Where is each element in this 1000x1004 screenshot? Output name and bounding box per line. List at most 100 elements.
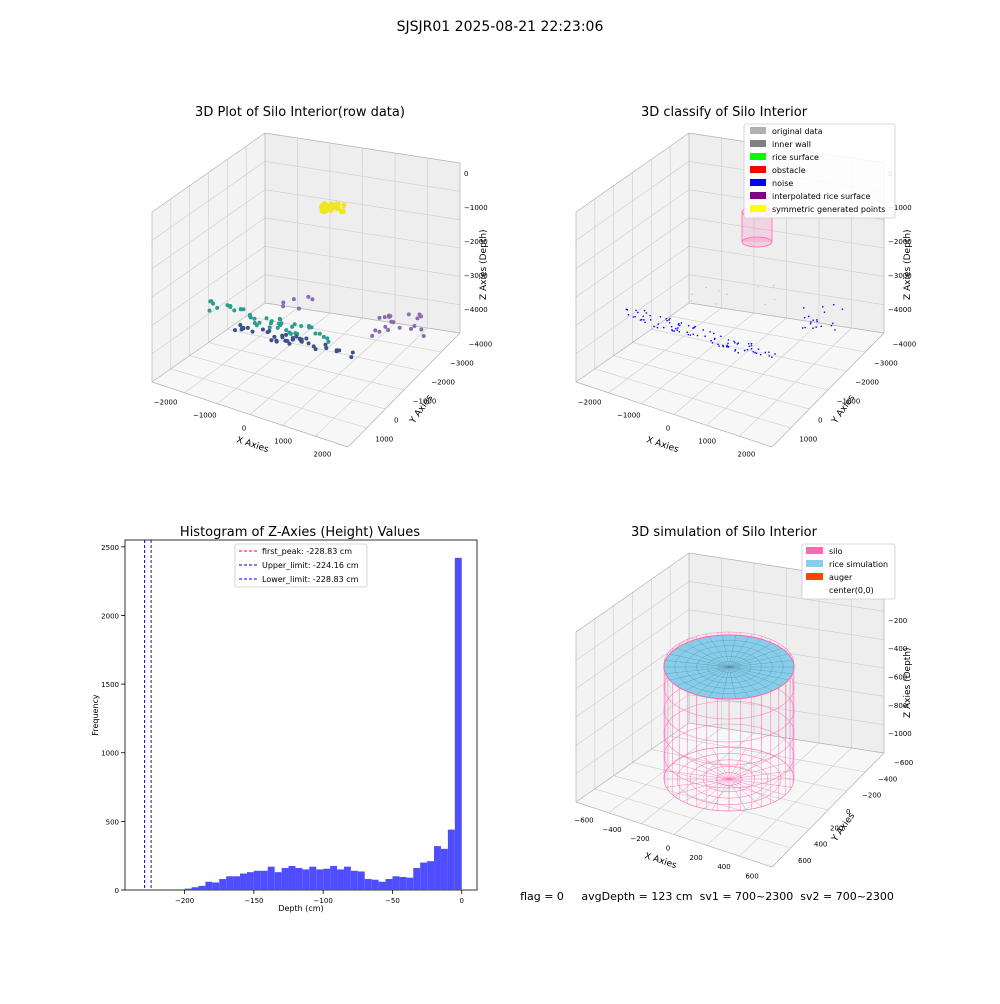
- rice-mesh: [722, 635, 730, 668]
- noise-point: [692, 333, 695, 335]
- wall-point: [207, 308, 212, 313]
- legend-swatch: [750, 205, 766, 212]
- y-tick-label: 1500: [101, 681, 119, 689]
- status-line: flag = 0 avgDepth = 123 cm sv1 = 700~230…: [520, 890, 894, 903]
- box-edge: [264, 132, 461, 164]
- rice-mesh: [685, 666, 730, 691]
- noise-point: [737, 352, 739, 354]
- hist-bar: [267, 866, 275, 890]
- surface-point: [341, 203, 347, 209]
- surface-point: [336, 201, 341, 207]
- wall-point: [406, 312, 411, 317]
- hist-bar: [309, 866, 317, 890]
- legend-swatch: [806, 573, 823, 580]
- hist-bar: [364, 879, 372, 890]
- wall-point: [287, 341, 292, 346]
- y-tick-label: 400: [814, 841, 827, 849]
- noise-point: [823, 311, 826, 313]
- surface-point: [324, 202, 330, 208]
- wall-point: [268, 321, 273, 326]
- silo-floor-spoke: [728, 762, 786, 780]
- legend-swatch: [750, 127, 766, 134]
- noise-point: [649, 319, 652, 321]
- wall-point: [250, 329, 255, 334]
- rice-mesh: [665, 660, 730, 668]
- wall-point: [245, 325, 250, 330]
- hist-bar: [212, 882, 220, 890]
- noise-point: [747, 342, 750, 345]
- panel2-title: 3D classify of Silo Interior: [641, 105, 808, 120]
- x-tick-label: −50: [385, 897, 400, 905]
- wall-point: [299, 324, 304, 329]
- noise-point: [750, 342, 753, 345]
- wall-point: [292, 322, 297, 327]
- rice-mesh: [728, 666, 736, 699]
- x-tick-label: −100: [314, 897, 333, 905]
- rice-mesh: [728, 660, 793, 668]
- noise-point: [812, 319, 815, 322]
- wall-point: [274, 339, 279, 344]
- noise-point: [720, 335, 722, 338]
- wall-point: [382, 315, 387, 320]
- noise-point: [736, 343, 739, 345]
- noise-point: [689, 334, 692, 336]
- noise-point: [669, 317, 671, 320]
- wall-point: [419, 314, 424, 319]
- rice-mesh: [728, 653, 789, 668]
- noise-point: [746, 348, 749, 351]
- original-point: [690, 300, 692, 302]
- hist-bar: [357, 871, 365, 890]
- hist-bar: [420, 862, 428, 890]
- y-tick-label: 0: [394, 417, 398, 425]
- wall-point: [241, 325, 246, 330]
- noise-point: [820, 325, 823, 328]
- noise-point: [632, 316, 635, 318]
- rice-mesh: [728, 639, 762, 668]
- x-tick-label: −150: [244, 897, 263, 905]
- hist-bar: [295, 868, 303, 890]
- panel-raw-data: 3D Plot of Silo Interior(row data) −2000…: [151, 105, 493, 459]
- rice-mesh: [676, 648, 730, 668]
- panel-classify: 3D classify of Silo Interior −2000 −1000 0…: [575, 105, 916, 459]
- y-tick-label: −200: [862, 792, 881, 800]
- noise-point: [676, 329, 679, 331]
- hist-bar: [406, 877, 414, 890]
- noise-point: [722, 345, 725, 348]
- rice-mesh: [676, 666, 730, 686]
- z-tick-label: −2000: [888, 238, 912, 246]
- wall-point: [306, 323, 311, 328]
- z-tick-label: −3000: [888, 272, 912, 280]
- y-tick-label: −4000: [469, 341, 493, 349]
- wall-point: [386, 328, 391, 333]
- wall-point: [272, 334, 277, 339]
- x-tick-label: −1000: [617, 412, 641, 420]
- wall-point: [280, 333, 285, 338]
- wall-point: [321, 334, 326, 339]
- legend-label: auger: [829, 573, 853, 582]
- x-tick-label: 600: [745, 872, 758, 880]
- legend-label: silo: [829, 547, 843, 556]
- floor-grid-line: [670, 735, 866, 773]
- x-tick-label: −200: [630, 835, 649, 843]
- wall-point: [415, 316, 420, 321]
- noise-point: [727, 346, 729, 348]
- noise-point: [737, 342, 740, 344]
- box-edge: [575, 132, 690, 213]
- wall-point: [284, 332, 289, 337]
- wall-point: [324, 345, 329, 350]
- silo-floor-spoke: [728, 778, 762, 807]
- hist-bar: [316, 869, 324, 890]
- hist-legend: first_peak: -228.83 cm Upper_limit: -224.…: [234, 543, 368, 588]
- rice-mesh: [665, 666, 730, 674]
- panel-simulation: 3D simulation of Silo Interior −600 −400 −…: [574, 525, 913, 880]
- panel2-legend: original data inner wall rice surface obsta…: [743, 123, 896, 219]
- y-tick-label: −3000: [450, 360, 474, 368]
- box-edge: [771, 752, 885, 868]
- noise-point: [643, 309, 646, 312]
- box-edge: [575, 801, 773, 868]
- legend-swatch: [750, 140, 766, 147]
- rice-mesh: [722, 666, 730, 699]
- hist-bar: [246, 872, 254, 890]
- hist-yticks: 0 500 1000 1500 2000 2500: [101, 544, 125, 895]
- y-tick-label: 0: [818, 417, 822, 425]
